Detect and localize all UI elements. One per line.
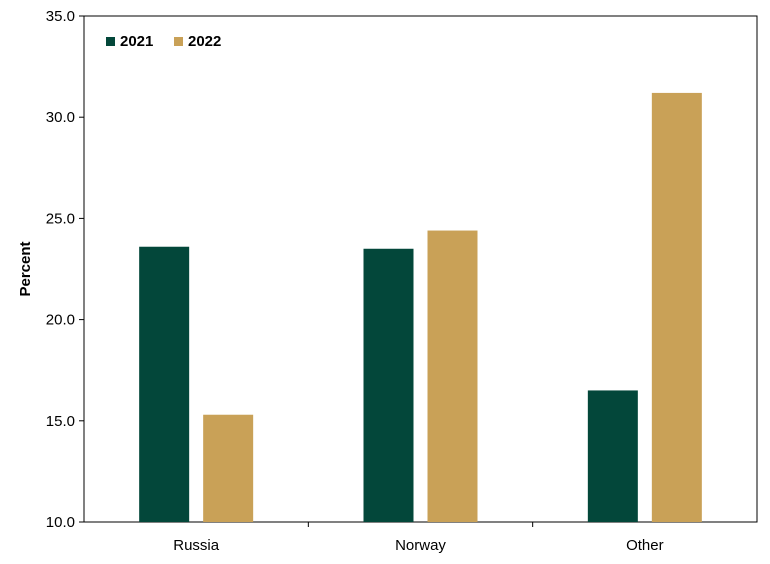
y-tick-label: 25.0 [46, 210, 75, 227]
x-category-label: Other [626, 537, 664, 554]
y-tick-label: 10.0 [46, 514, 75, 531]
y-axis-title: Percent [17, 241, 34, 296]
legend-swatch-2021 [106, 37, 115, 46]
x-category-label: Norway [395, 537, 446, 554]
bar-2022-russia [203, 414, 254, 522]
bar-2022-other [651, 92, 702, 523]
legend-label-2021: 2021 [120, 33, 153, 50]
x-axis-categories: Russia Norway Other [173, 522, 664, 554]
y-tick-label: 20.0 [46, 312, 75, 329]
bars [139, 92, 702, 523]
plot-area-frame [83, 15, 758, 523]
y-tick-label: 30.0 [46, 109, 75, 126]
y-tick-label: 15.0 [46, 413, 75, 430]
bar-2021-russia [139, 246, 190, 522]
y-tick-label: 35.0 [46, 8, 75, 25]
bar-2022-norway [427, 230, 478, 522]
legend-label-2022: 2022 [188, 33, 221, 50]
x-category-label: Russia [173, 537, 220, 554]
legend: 2021 2022 [106, 33, 221, 50]
legend-swatch-2022 [174, 37, 183, 46]
bar-2021-norway [363, 248, 414, 522]
bar-2021-other [587, 390, 638, 522]
y-axis-ticks: 10.0 15.0 20.0 25.0 30.0 35.0 [46, 8, 84, 531]
